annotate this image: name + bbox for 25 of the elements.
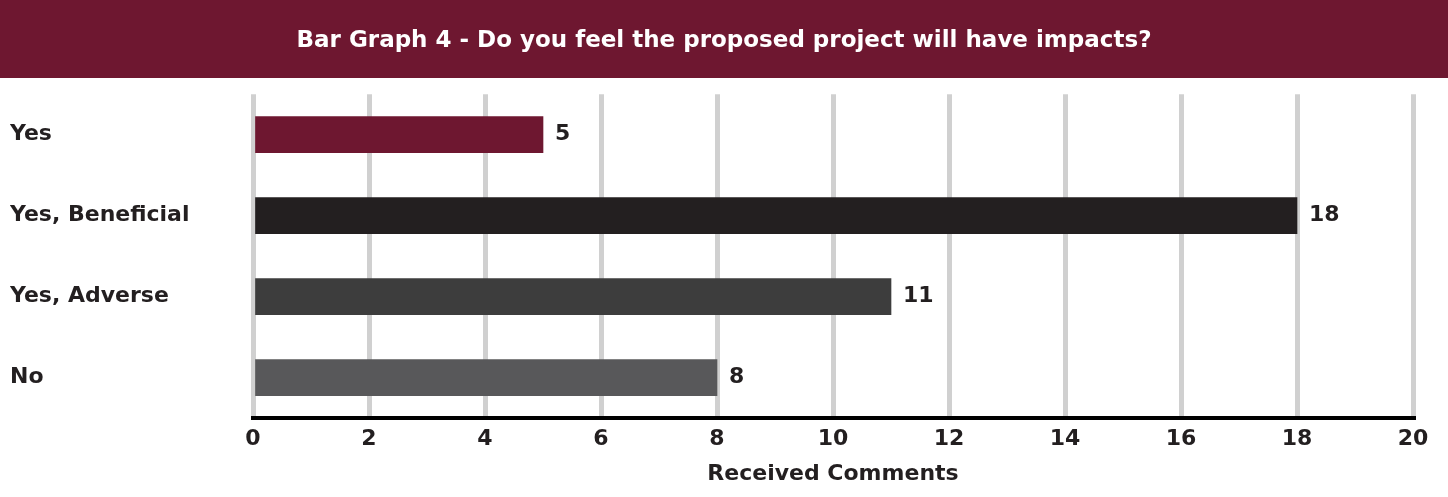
bar [255, 197, 1298, 235]
x-tick-label: 10 [817, 425, 849, 451]
x-tick-label: 8 [709, 425, 725, 451]
x-tick-label: 4 [477, 425, 493, 451]
x-tick-label: 0 [245, 425, 261, 451]
chart-title: Bar Graph 4 - Do you feel the proposed project will have impacts? [0, 0, 1448, 78]
x-tick-label: 2 [361, 425, 377, 451]
x-tick-label: 16 [1165, 425, 1197, 451]
y-tick-label: Yes, Adverse [9, 282, 169, 308]
y-tick-label: No [10, 363, 44, 389]
x-tick-label: 18 [1281, 425, 1313, 451]
y-tick-label: Yes [9, 120, 52, 146]
data-label: 5 [555, 120, 571, 146]
x-tick-label: 6 [593, 425, 609, 451]
x-tick-label: 12 [933, 425, 965, 451]
x-tick-label: 14 [1049, 425, 1081, 451]
y-tick-label: Yes, Beneficial [9, 201, 190, 227]
data-label: 11 [903, 282, 934, 308]
bar [255, 116, 544, 154]
x-axis-title: Received Comments [707, 459, 959, 485]
bar [255, 359, 718, 397]
bar [255, 278, 892, 316]
x-tick-label: 20 [1397, 425, 1429, 451]
data-label: 18 [1309, 201, 1340, 227]
data-label: 8 [729, 363, 745, 389]
